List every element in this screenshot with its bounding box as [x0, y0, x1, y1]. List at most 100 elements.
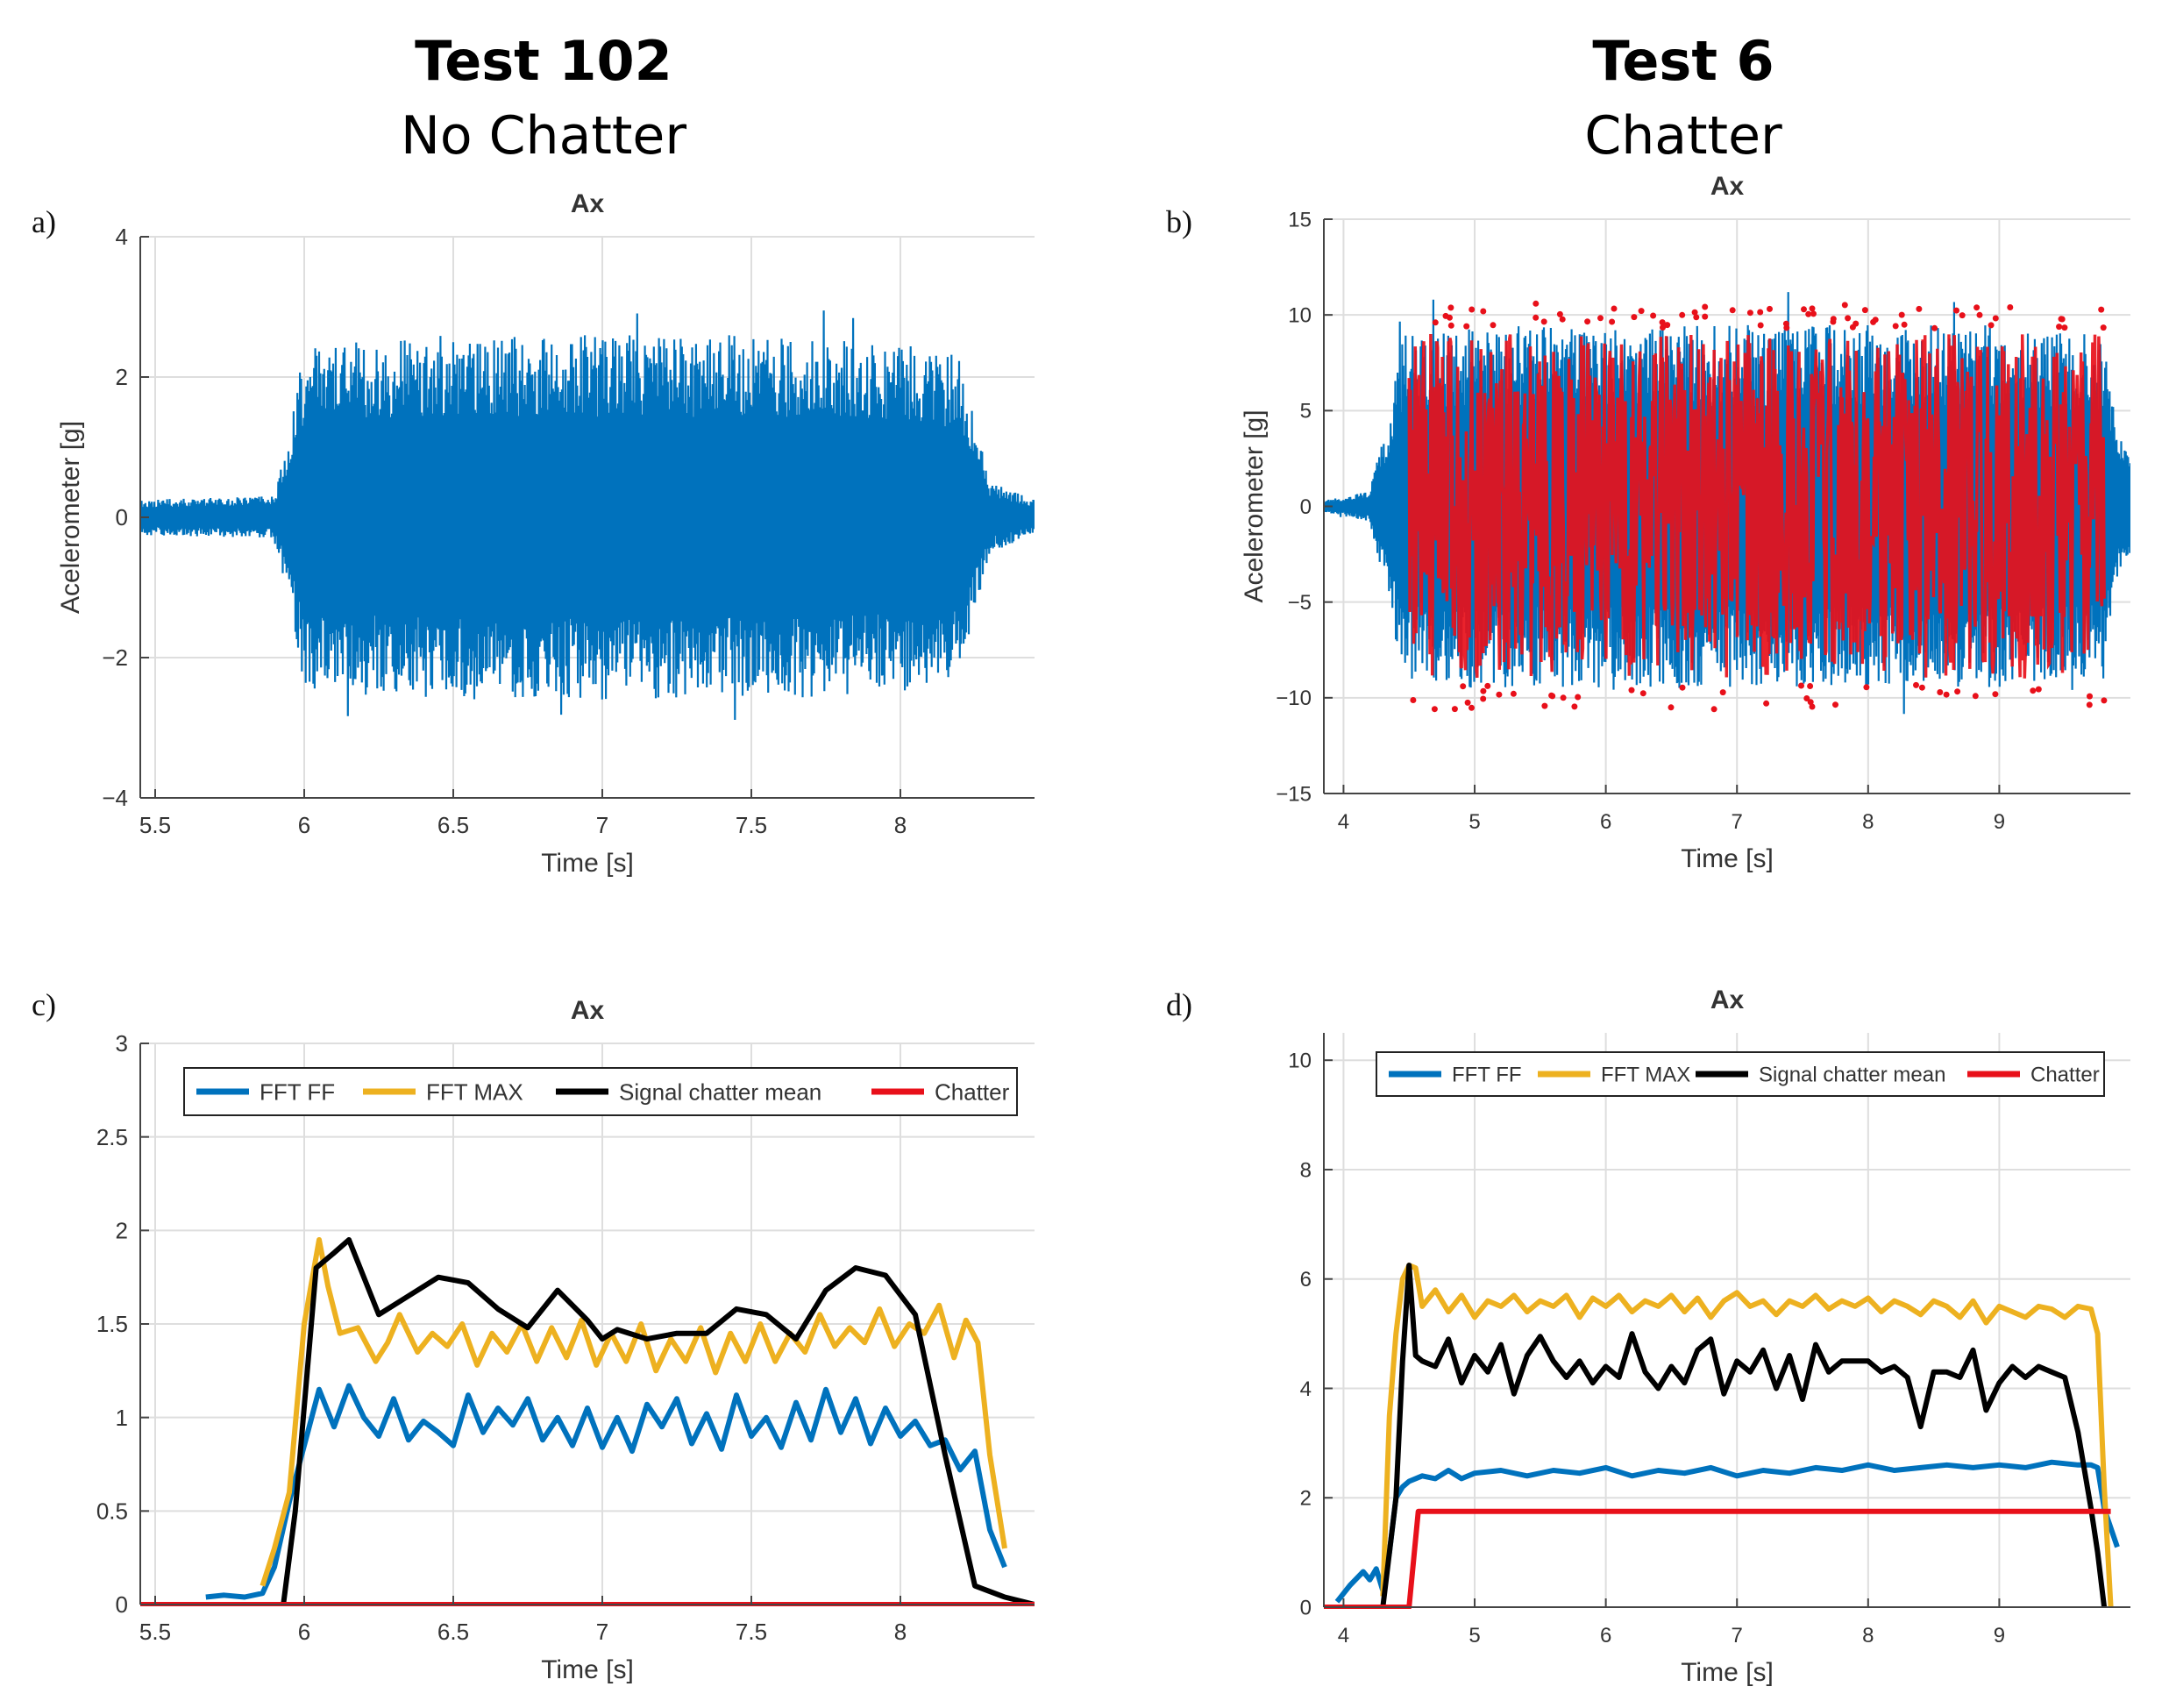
signal-trace	[140, 310, 1035, 721]
left-heading: Test 102 No Chatter	[298, 26, 789, 175]
chatter-peak-marker	[1631, 314, 1638, 321]
chatter-peak-marker	[1410, 697, 1417, 703]
chatter-peak-marker	[1801, 306, 1807, 313]
x-tick-label: 6	[1600, 1624, 1611, 1648]
x-tick-label: 6	[298, 812, 310, 838]
series-line-chatter	[1324, 1508, 2111, 1609]
chatter-peak-marker	[2086, 701, 2093, 708]
x-axis-label: Time [s]	[541, 1655, 634, 1684]
chatter-peak-marker	[1639, 690, 1646, 697]
y-tick-label: 1.5	[96, 1311, 128, 1337]
chatter-peak-marker	[1803, 695, 1810, 701]
y-tick-label: 2	[1300, 1487, 1312, 1511]
chatter-peak-marker	[1469, 704, 1475, 711]
chart-title: Ax	[571, 189, 605, 218]
chatter-peak-marker	[1447, 304, 1454, 311]
chatter-peak-marker	[1679, 311, 1686, 318]
chatter-peak-marker	[1973, 304, 1981, 311]
y-tick-label: 2	[116, 364, 128, 390]
chatter-peak-marker	[1988, 322, 1995, 329]
chatter-peak-marker	[1480, 687, 1487, 694]
x-tick-label: 4	[1338, 810, 1349, 834]
chatter-peak-marker	[1541, 702, 1548, 709]
plot-area	[1324, 1263, 2120, 1609]
x-tick-label: 7	[1732, 810, 1743, 834]
chatter-peak-marker	[1451, 706, 1458, 713]
x-tick-label: 8	[1862, 1624, 1874, 1648]
legend-label: Chatter	[935, 1078, 1010, 1105]
plot-area	[140, 310, 1035, 721]
chatter-peak-marker	[1992, 691, 1999, 698]
chatter-peak-marker	[1783, 324, 1790, 331]
legend-label: FFT MAX	[1601, 1064, 1690, 1087]
chatter-peak-marker	[2056, 324, 2063, 331]
y-tick-label: −4	[102, 785, 128, 811]
series-line-fft-ff	[1334, 1459, 2120, 1604]
chatter-peak-marker	[1533, 300, 1540, 307]
y-tick-label: 10	[1288, 1050, 1312, 1073]
chatter-peak-marker	[1484, 682, 1491, 689]
x-tick-label: 7.5	[736, 1619, 767, 1645]
chatter-peak-marker	[1767, 305, 1773, 312]
x-tick-label: 4	[1338, 1624, 1349, 1648]
chatter-peak-marker	[1533, 314, 1540, 321]
chatter-peak-marker	[2100, 324, 2107, 331]
y-tick-label: 0.5	[96, 1498, 128, 1524]
chatter-peak-marker	[1953, 307, 1959, 314]
x-tick-label: 9	[1994, 1624, 2005, 1648]
chatter-peak-marker	[1805, 310, 1812, 317]
chatter-peak-marker	[1757, 309, 1764, 316]
chatter-peak-marker	[1872, 317, 1879, 324]
y-tick-label: 2	[116, 1217, 128, 1243]
legend-label: Signal chatter mean	[1759, 1064, 1945, 1087]
chatter-peak-marker	[1540, 318, 1547, 325]
y-tick-label: 4	[1300, 1377, 1312, 1401]
chatter-peak-marker	[1668, 704, 1675, 711]
y-tick-label: 2.5	[96, 1124, 128, 1150]
chatter-peak-marker	[1469, 306, 1476, 313]
chatter-peak-marker	[1611, 305, 1618, 312]
chatter-peak-marker	[2098, 306, 2105, 313]
y-tick-label: −5	[1288, 591, 1312, 615]
chatter-peak-marker	[1810, 310, 1817, 317]
chatter-peak-marker	[1432, 319, 1439, 326]
series-line-fft-ff	[205, 1383, 1007, 1600]
chatter-peak-marker	[1559, 316, 1566, 323]
chatter-peak-marker	[2061, 324, 2068, 331]
chatter-peak-marker	[1447, 322, 1454, 329]
chart-3: 5.5 6 6.5 7 7.5 8 0 0.5 1 1.5 2 2.5 3 Ax Time [s] FFT F…	[96, 996, 1035, 1684]
y-tick-label: 8	[1300, 1158, 1312, 1182]
legend-label: FFT FF	[1452, 1064, 1522, 1087]
y-tick-label: 0	[1300, 1596, 1312, 1619]
y-tick-label: −15	[1276, 782, 1312, 806]
chatter-peak-marker	[1571, 703, 1578, 710]
chatter-peak-marker	[1830, 318, 1837, 325]
x-tick-label: 6.5	[437, 1619, 469, 1645]
chatter-peak-marker	[1490, 322, 1497, 329]
chatter-peak-marker	[1892, 323, 1899, 330]
y-tick-label: 1	[116, 1405, 128, 1431]
chatter-peak-marker	[1729, 307, 1736, 314]
chatter-peak-marker	[2101, 697, 2108, 704]
chatter-peak-marker	[1628, 687, 1635, 694]
chatter-peak-marker	[1609, 318, 1616, 325]
chart-title: Ax	[1710, 172, 1745, 201]
right-heading-sub: Chatter	[1584, 105, 1782, 167]
chart-title: Ax	[571, 996, 605, 1025]
legend-label: FFT FF	[260, 1078, 335, 1105]
chatter-peak-marker	[1798, 682, 1804, 689]
chatter-peak-marker	[1959, 312, 1966, 319]
x-tick-label: 7	[1732, 1624, 1743, 1648]
chatter-peak-marker	[1861, 307, 1868, 314]
x-tick-label: 5	[1469, 810, 1480, 834]
chatter-peak-marker	[1548, 692, 1555, 699]
chatter-peak-marker	[1943, 691, 1950, 698]
chatter-peak-marker	[1431, 706, 1438, 713]
chatter-peak-marker	[1918, 684, 1925, 691]
series-line-fft-max	[1380, 1263, 2114, 1608]
x-axis-label: Time [s]	[541, 849, 634, 878]
chatter-peak-marker	[1954, 688, 1961, 695]
series-line-fft-max	[260, 1237, 1007, 1587]
chatter-trace	[1407, 333, 2106, 679]
chatter-peak-marker	[1664, 322, 1671, 329]
